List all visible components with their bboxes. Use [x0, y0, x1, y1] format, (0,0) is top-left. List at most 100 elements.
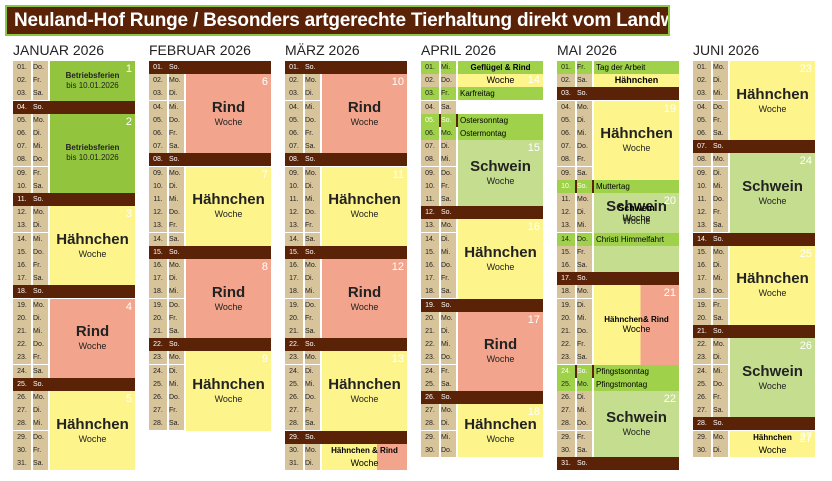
weekday: Mo.: [305, 166, 320, 180]
special-subtitle: Woche: [622, 324, 651, 335]
day-number: 20.: [285, 311, 303, 325]
day-number: 26.: [285, 391, 303, 404]
block-subtitle: Woche: [214, 393, 243, 404]
weekday: Mi.: [305, 285, 320, 299]
weekday: Fr.: [305, 404, 320, 418]
special-title: Geflügel & Rind: [458, 61, 543, 74]
day-number: 02.: [557, 74, 575, 88]
day-number: 27.: [13, 404, 31, 418]
weekday: Mo.: [305, 443, 320, 457]
weekday: Do.: [713, 193, 728, 206]
day-number: 23.: [557, 351, 575, 365]
week-number: 21: [663, 287, 676, 300]
week-block: Hähnchen Woche 19: [594, 100, 679, 180]
weekday: So.: [305, 433, 316, 441]
day-number: 25.: [557, 377, 575, 391]
weekday: Do.: [441, 351, 456, 365]
block-title: Rind: [483, 336, 518, 354]
day-number: 03.: [421, 87, 439, 101]
day-number: 17.: [285, 272, 303, 286]
day-number: 29.: [289, 433, 299, 441]
weekday: Sa.: [33, 272, 48, 286]
day-number: 03.: [13, 87, 31, 101]
block-title: Hähnchen: [56, 415, 129, 433]
weekday: Sa.: [33, 179, 48, 193]
block-title: Betriebsferien: [65, 143, 120, 153]
day-number: 23.: [285, 351, 303, 365]
day-number: 22.: [557, 338, 575, 352]
week-number: 18: [527, 406, 540, 419]
day-number: 03.: [693, 87, 711, 101]
day-number: 29.: [13, 430, 31, 444]
block-title: Hähnchen: [464, 415, 537, 433]
weekday: Sa.: [441, 285, 456, 299]
weekday: Do.: [33, 153, 48, 167]
week-block: Hähnchen Woche 16: [458, 219, 543, 299]
day-row: 01. So.: [149, 61, 271, 74]
weekday: Mi.: [577, 127, 592, 140]
day-number: 07.: [697, 143, 707, 151]
day-number: 29.: [693, 430, 711, 444]
weekday: So.: [169, 341, 180, 349]
weekday: So.: [713, 143, 724, 151]
week-block: Hähnchen Woche 11: [322, 166, 407, 246]
day-number: 25.: [693, 377, 711, 391]
weekday: Fr.: [33, 166, 48, 180]
day-number: 31.: [13, 457, 31, 470]
day-number: 11.: [285, 193, 303, 206]
week-number: 13: [391, 353, 404, 366]
special-title: Hähnchen: [753, 432, 792, 442]
day-number: 19.: [13, 298, 31, 312]
weekday: So.: [577, 275, 588, 283]
day-number: 16.: [285, 259, 303, 272]
day-number: 07.: [149, 140, 167, 154]
weekday: So.: [305, 341, 316, 349]
day-row: 08. So.: [285, 153, 407, 167]
weekday: Do.: [713, 285, 728, 299]
week-block: Hähnchen Woche 23: [730, 61, 815, 141]
weekday: Do.: [441, 166, 456, 180]
weekday: Sa.: [577, 443, 592, 457]
week-block: Schwein Woche 20: [594, 193, 679, 233]
day-number: 21.: [285, 325, 303, 338]
weekday: Mo.: [577, 193, 592, 206]
weekday: Sa.: [33, 364, 48, 378]
day-number: 15.: [693, 245, 711, 259]
day-row: 08. So.: [149, 153, 271, 167]
day-number: 28.: [421, 417, 439, 431]
day-number: 01.: [13, 61, 31, 74]
day-number: 26.: [693, 391, 711, 404]
weekday: Di.: [441, 140, 456, 154]
day-number: 08.: [289, 156, 299, 164]
weekday: So.: [713, 420, 724, 428]
day-number: 11.: [149, 193, 167, 206]
block-title: Hähnchen: [328, 375, 401, 393]
day-number: 15.: [153, 248, 163, 256]
day-number: 09.: [149, 166, 167, 180]
week-block: Hähnchen Woche 13: [322, 351, 407, 431]
day-row: 18. So.: [13, 285, 135, 299]
block-subtitle: Woche: [214, 209, 243, 220]
week-block: Schwein Woche 15: [458, 140, 543, 207]
day-number: 30.: [693, 443, 711, 457]
holiday-label: Pfingstsonntag: [594, 364, 679, 378]
weekday: Mi.: [33, 417, 48, 431]
day-number: 07.: [285, 140, 303, 154]
day-number: 20.: [149, 311, 167, 325]
day-number: 31.: [285, 457, 303, 470]
weekday: Fr.: [441, 272, 456, 286]
weekday: Sa.: [713, 219, 728, 233]
day-number: 19.: [425, 301, 435, 309]
weekday: Fr.: [441, 364, 456, 378]
day-row: 21. So.: [693, 325, 815, 338]
block-subtitle: Woche: [350, 301, 379, 312]
weekday: Fr.: [577, 61, 592, 74]
day-number: 05.: [285, 113, 303, 127]
month-header-1: JANUAR 2026: [13, 42, 105, 58]
block-content: Rind Woche: [186, 99, 271, 129]
day-number: 19.: [557, 298, 575, 312]
block-title: Rind: [211, 283, 246, 301]
week-block: Hähnchen Woche 7: [186, 166, 271, 246]
day-number: 25.: [285, 377, 303, 391]
weekday: Do.: [305, 113, 320, 127]
